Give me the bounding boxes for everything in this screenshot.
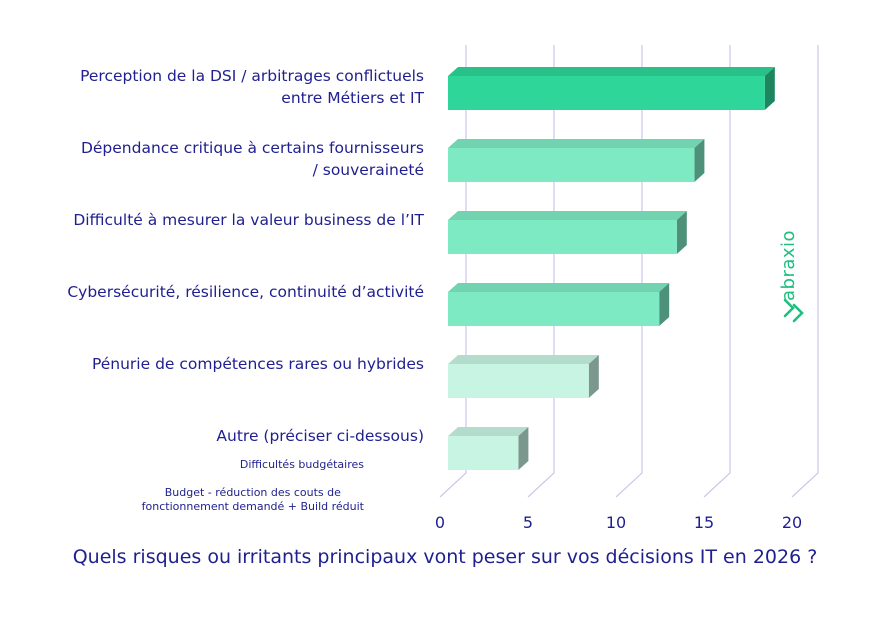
x-tick-20: 20: [781, 513, 803, 532]
bar-6-top: [448, 427, 529, 436]
bar-1-side: [764, 67, 775, 110]
bar-4-top: [448, 283, 670, 292]
bar-2: [448, 139, 705, 182]
gridline-10: [615, 45, 643, 498]
annotation-note-1-text: Difficultés budgétaires: [239, 458, 364, 471]
x-tick-10: 10: [605, 513, 627, 532]
chart-bars: [448, 67, 775, 470]
category-label-5-line-1: Pénurie de compétences rares ou hybrides: [91, 355, 424, 373]
chart-title: Quels risques ou irritants principaux vo…: [72, 546, 818, 568]
category-label-1: Perception de la DSI / arbitrages confli…: [80, 65, 424, 109]
abraxio-mark-path: [783, 298, 804, 323]
bar-5-face: [448, 364, 589, 398]
x-tick-15: 15: [693, 513, 715, 532]
annotation-note-2-line1: Budget - réduction des couts de: [164, 486, 341, 499]
bar-2-face: [448, 148, 695, 182]
bar-3-top: [448, 211, 687, 220]
category-label-4: Cybersécurité, résilience, continuité d’…: [67, 281, 424, 303]
gridline-5: [527, 45, 555, 498]
gridline-0: [439, 45, 467, 498]
category-label-2-line-2: / souveraineté: [312, 161, 424, 179]
bar-1-face: [448, 76, 765, 110]
bar-4-side: [659, 283, 670, 326]
bar-6-side: [518, 427, 529, 470]
bar-1: [448, 67, 775, 110]
bar-6-face: [448, 436, 519, 470]
gridline-20: [791, 45, 819, 498]
bar-2-side: [694, 139, 705, 182]
bar-5-side: [588, 355, 599, 398]
gridline-15: [703, 45, 731, 498]
category-label-1-line-2: entre Métiers et IT: [281, 89, 424, 107]
bar-5-top: [448, 355, 599, 364]
category-label-5: Pénurie de compétences rares ou hybrides: [92, 353, 424, 375]
bar-3-face: [448, 220, 677, 254]
annotation-note-2: Budget - réduction des couts de fonction…: [142, 486, 364, 514]
category-label-2: Dépendance critique à certains fournisse…: [81, 137, 424, 181]
chart-grid: [439, 45, 819, 498]
bar-1-top: [448, 67, 775, 76]
bar-4-face: [448, 292, 660, 326]
x-tick-5: 5: [522, 513, 534, 532]
x-tick-0: 0: [434, 513, 446, 532]
bar-5: [448, 355, 599, 398]
annotation-note-1: Difficultés budgétaires: [240, 458, 364, 472]
annotation-note-2-line2: fonctionnement demandé + Build réduit: [141, 500, 364, 513]
category-label-6-line-1: Autre (préciser ci-dessous): [216, 427, 424, 445]
bar-6: [448, 427, 529, 470]
bar-4: [448, 283, 670, 326]
category-label-6: Autre (préciser ci-dessous): [216, 425, 424, 447]
category-label-2-line-1: Dépendance critique à certains fournisse…: [80, 139, 424, 157]
brand-logo: abraxio: [774, 205, 814, 325]
abraxio-mark-icon: [783, 298, 804, 323]
category-label-4-line-1: Cybersécurité, résilience, continuité d’…: [67, 283, 424, 301]
bar-3-side: [676, 211, 687, 254]
category-label-3: Difficulté à mesurer la valeur business …: [73, 209, 424, 231]
category-label-1-line-1: Perception de la DSI / arbitrages confli…: [80, 67, 424, 85]
logo-text: abraxio: [778, 229, 799, 301]
bar-3: [448, 211, 687, 254]
category-label-3-line-1: Difficulté à mesurer la valeur business …: [73, 211, 424, 229]
bar-2-top: [448, 139, 705, 148]
